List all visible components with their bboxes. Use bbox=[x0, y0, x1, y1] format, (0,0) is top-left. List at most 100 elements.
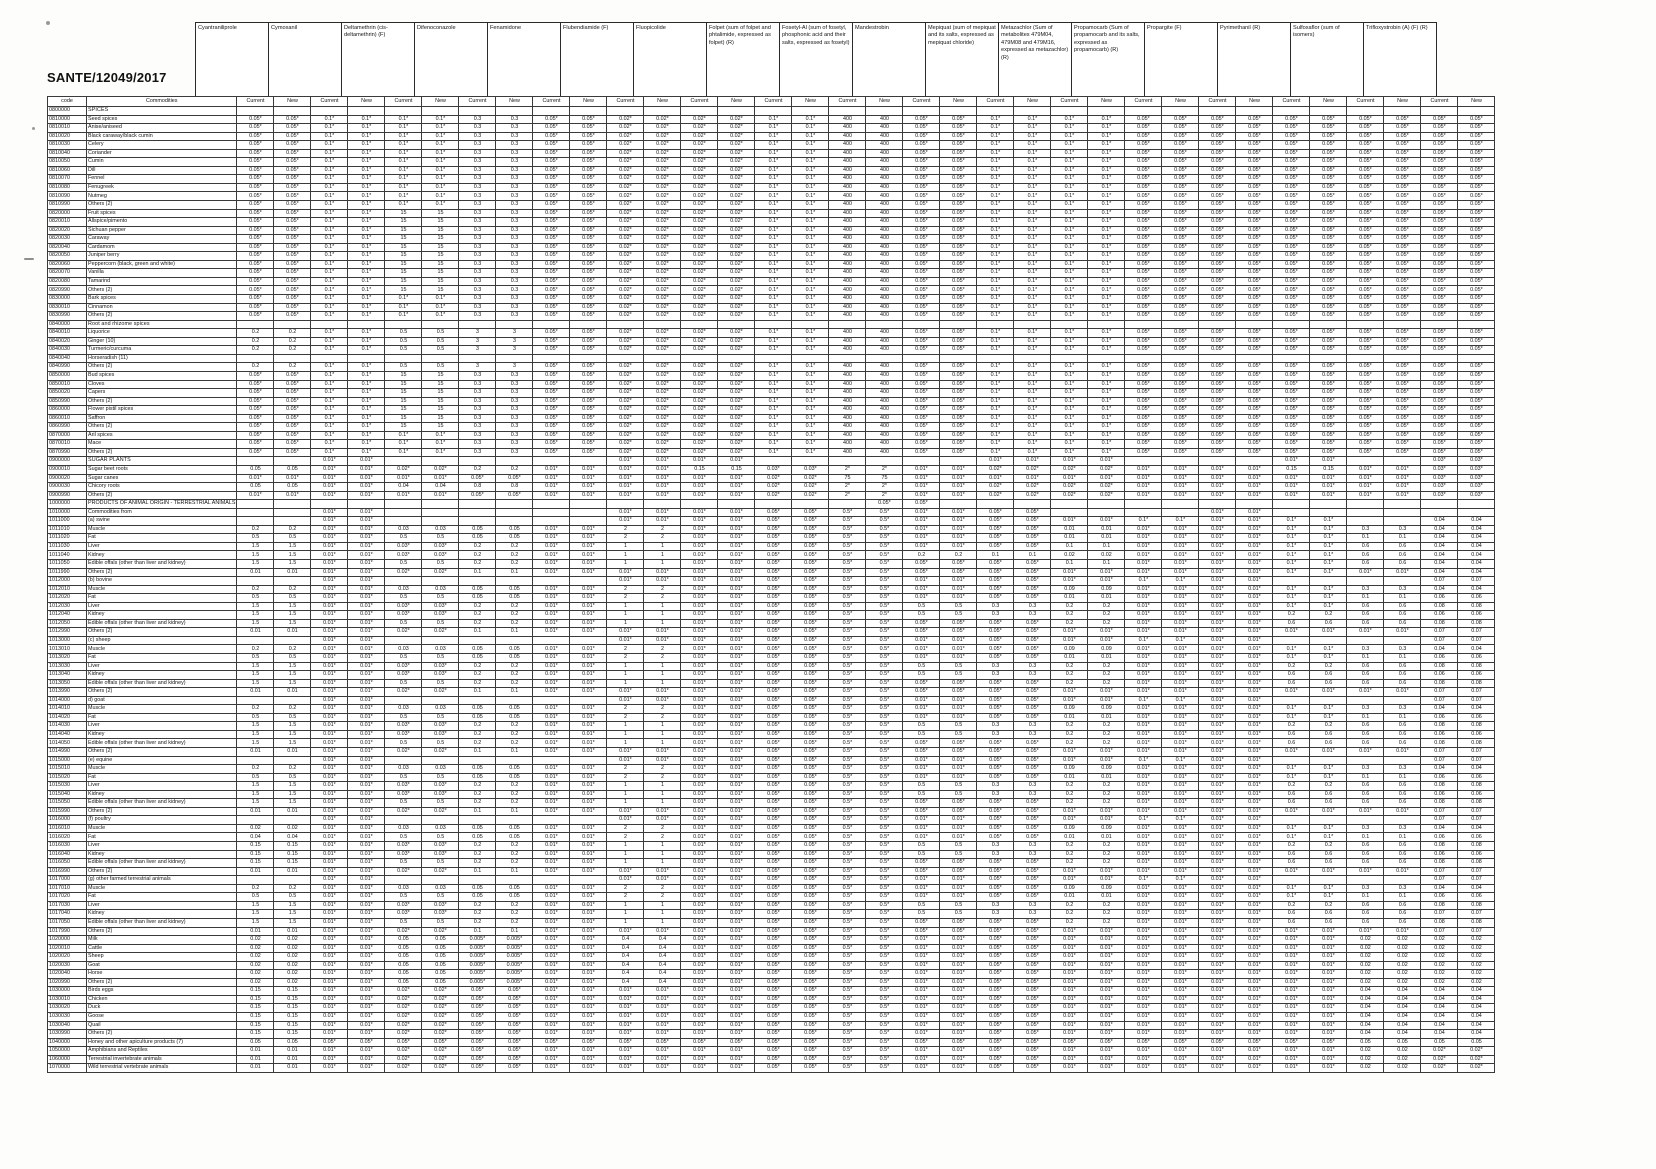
value-current: 0.05* bbox=[1272, 268, 1311, 278]
value-new: 0.02 bbox=[1383, 977, 1422, 988]
value-new: 0.5* bbox=[865, 841, 904, 851]
row-code: 1012990 bbox=[47, 627, 87, 637]
value-new: 0.04 bbox=[1457, 516, 1496, 526]
value-new: 0.05* bbox=[1457, 217, 1496, 227]
value-new: 0.1* bbox=[347, 225, 386, 236]
value-new: 0.05 bbox=[495, 764, 534, 774]
value-new: 0.05* bbox=[791, 687, 830, 697]
value-current: 0.01* bbox=[1050, 1020, 1089, 1031]
value-new: 0.02* bbox=[421, 1011, 460, 1022]
value-new: 0.01* bbox=[717, 892, 756, 902]
value-current: 0.3 bbox=[458, 225, 497, 236]
value-new: 0.06 bbox=[1457, 772, 1496, 783]
value-current: 0.05* bbox=[1272, 234, 1311, 244]
value-current bbox=[384, 635, 423, 646]
value-new bbox=[347, 353, 386, 364]
current-subheader-7: Current bbox=[754, 96, 793, 107]
value-current: 0.05* bbox=[976, 883, 1015, 894]
value-current: 0.01* bbox=[1050, 960, 1089, 971]
value-new: 0.15 bbox=[273, 1003, 312, 1013]
value-new: 0.02* bbox=[643, 140, 682, 150]
value-new: 0.01* bbox=[1161, 610, 1200, 620]
row-code: 1012000 bbox=[47, 576, 87, 586]
value-current: 0.5 bbox=[384, 738, 423, 748]
value-new: 0.04 bbox=[421, 482, 460, 492]
value-current: 0.01* bbox=[532, 823, 571, 834]
value-current: 0.05* bbox=[902, 806, 941, 817]
value-current: 0.01* bbox=[532, 738, 571, 748]
value-new: 0.01* bbox=[643, 576, 682, 586]
value-new: 0.01* bbox=[347, 1011, 386, 1022]
value-current: 0.08 bbox=[1420, 678, 1459, 689]
value-new: 0.01* bbox=[717, 567, 756, 578]
value-new: 0.05* bbox=[1013, 969, 1052, 979]
value-new: 0.01* bbox=[347, 1054, 386, 1065]
value-current: 0.01* bbox=[310, 841, 349, 851]
value-new: 0.01 bbox=[1087, 524, 1126, 535]
scan-speck bbox=[32, 127, 35, 130]
value-current: 0.05* bbox=[1198, 336, 1237, 347]
value-current: 0.01* bbox=[1124, 559, 1163, 569]
value-new bbox=[347, 319, 386, 330]
value-new: 0.05* bbox=[1383, 242, 1422, 253]
value-current: 0.01* bbox=[1124, 764, 1163, 774]
value-current: 0.02* bbox=[1050, 482, 1089, 492]
value-new: 0.04 bbox=[1383, 1003, 1422, 1013]
value-current: 0.01* bbox=[532, 1003, 571, 1013]
value-current: 0.01* bbox=[680, 849, 719, 860]
value-new: 0.005* bbox=[495, 935, 534, 945]
value-current: 0.01* bbox=[532, 1011, 571, 1022]
value-new bbox=[1309, 695, 1348, 706]
value-new: 0.01* bbox=[939, 772, 978, 783]
value-current: 0.05* bbox=[1346, 200, 1385, 210]
value-new: 0.1* bbox=[1087, 259, 1126, 270]
value-current: 0.05* bbox=[1272, 405, 1311, 415]
value-new: 2 bbox=[643, 832, 682, 843]
value-new: 0.1* bbox=[347, 328, 386, 338]
value-current: 15 bbox=[384, 259, 423, 270]
value-new: 0.05 bbox=[495, 524, 534, 535]
value-new: 0.5* bbox=[865, 798, 904, 808]
value-current: 0.02* bbox=[384, 1003, 423, 1013]
value-new: 0.01* bbox=[1235, 883, 1274, 894]
value-new: 0.05* bbox=[569, 1037, 608, 1048]
value-new: 0.1* bbox=[347, 200, 386, 210]
value-current: 0.05* bbox=[1124, 131, 1163, 142]
value-current: 0.2 bbox=[1050, 601, 1089, 612]
row-commodity: Others (2) bbox=[85, 926, 238, 937]
table-row: 1013990 Others (2) 0.01 0.01 0.01* 0.01* 0.02*… bbox=[47, 687, 1496, 697]
value-current: 0.05* bbox=[1420, 302, 1459, 313]
value-current: 0.01* bbox=[532, 618, 571, 629]
value-current: 0.01* bbox=[1272, 943, 1311, 954]
value-new: 0.02 bbox=[1457, 952, 1496, 962]
value-current: 0.05* bbox=[1198, 405, 1237, 415]
value-current: 0.05* bbox=[1272, 328, 1311, 338]
value-new: 0.05* bbox=[1161, 182, 1200, 193]
value-new: 0.1* bbox=[1087, 336, 1126, 347]
value-new: 2 bbox=[643, 883, 682, 894]
value-new: 0.05* bbox=[791, 858, 830, 868]
table-row: 0900030 Chicory roots 0.05 0.05 0.01* 0.01* 0.… bbox=[47, 482, 1496, 492]
value-new: 0.02* bbox=[1087, 490, 1126, 501]
value-current: 0.6 bbox=[1346, 670, 1385, 680]
row-code: 1017050 bbox=[47, 917, 87, 928]
value-new: 0.3 bbox=[495, 114, 534, 125]
value-current: 0.1* bbox=[1050, 200, 1089, 210]
value-current: 0.05* bbox=[1346, 413, 1385, 424]
value-current: 0.05* bbox=[1346, 251, 1385, 261]
value-new bbox=[1457, 353, 1496, 364]
value-new: 0.01* bbox=[1235, 841, 1274, 851]
value-new: 0.05* bbox=[1013, 1003, 1052, 1013]
value-current: 0.05* bbox=[1272, 379, 1311, 390]
table-row: 1011050 Edible offals (other than liver a… bbox=[47, 559, 1496, 569]
value-new: 0.05* bbox=[1235, 362, 1274, 372]
value-new: 0.3 bbox=[1013, 849, 1052, 860]
row-code: 0810060 bbox=[47, 165, 87, 176]
value-current: 0.01* bbox=[532, 610, 571, 620]
value-new: 0.05* bbox=[791, 1037, 830, 1048]
value-current: 0.05* bbox=[1124, 413, 1163, 424]
value-current: 0.1* bbox=[310, 165, 349, 176]
value-current: 0.05* bbox=[1346, 379, 1385, 390]
value-current: 0.01* bbox=[606, 687, 645, 697]
value-new: 0.01* bbox=[1161, 627, 1200, 637]
